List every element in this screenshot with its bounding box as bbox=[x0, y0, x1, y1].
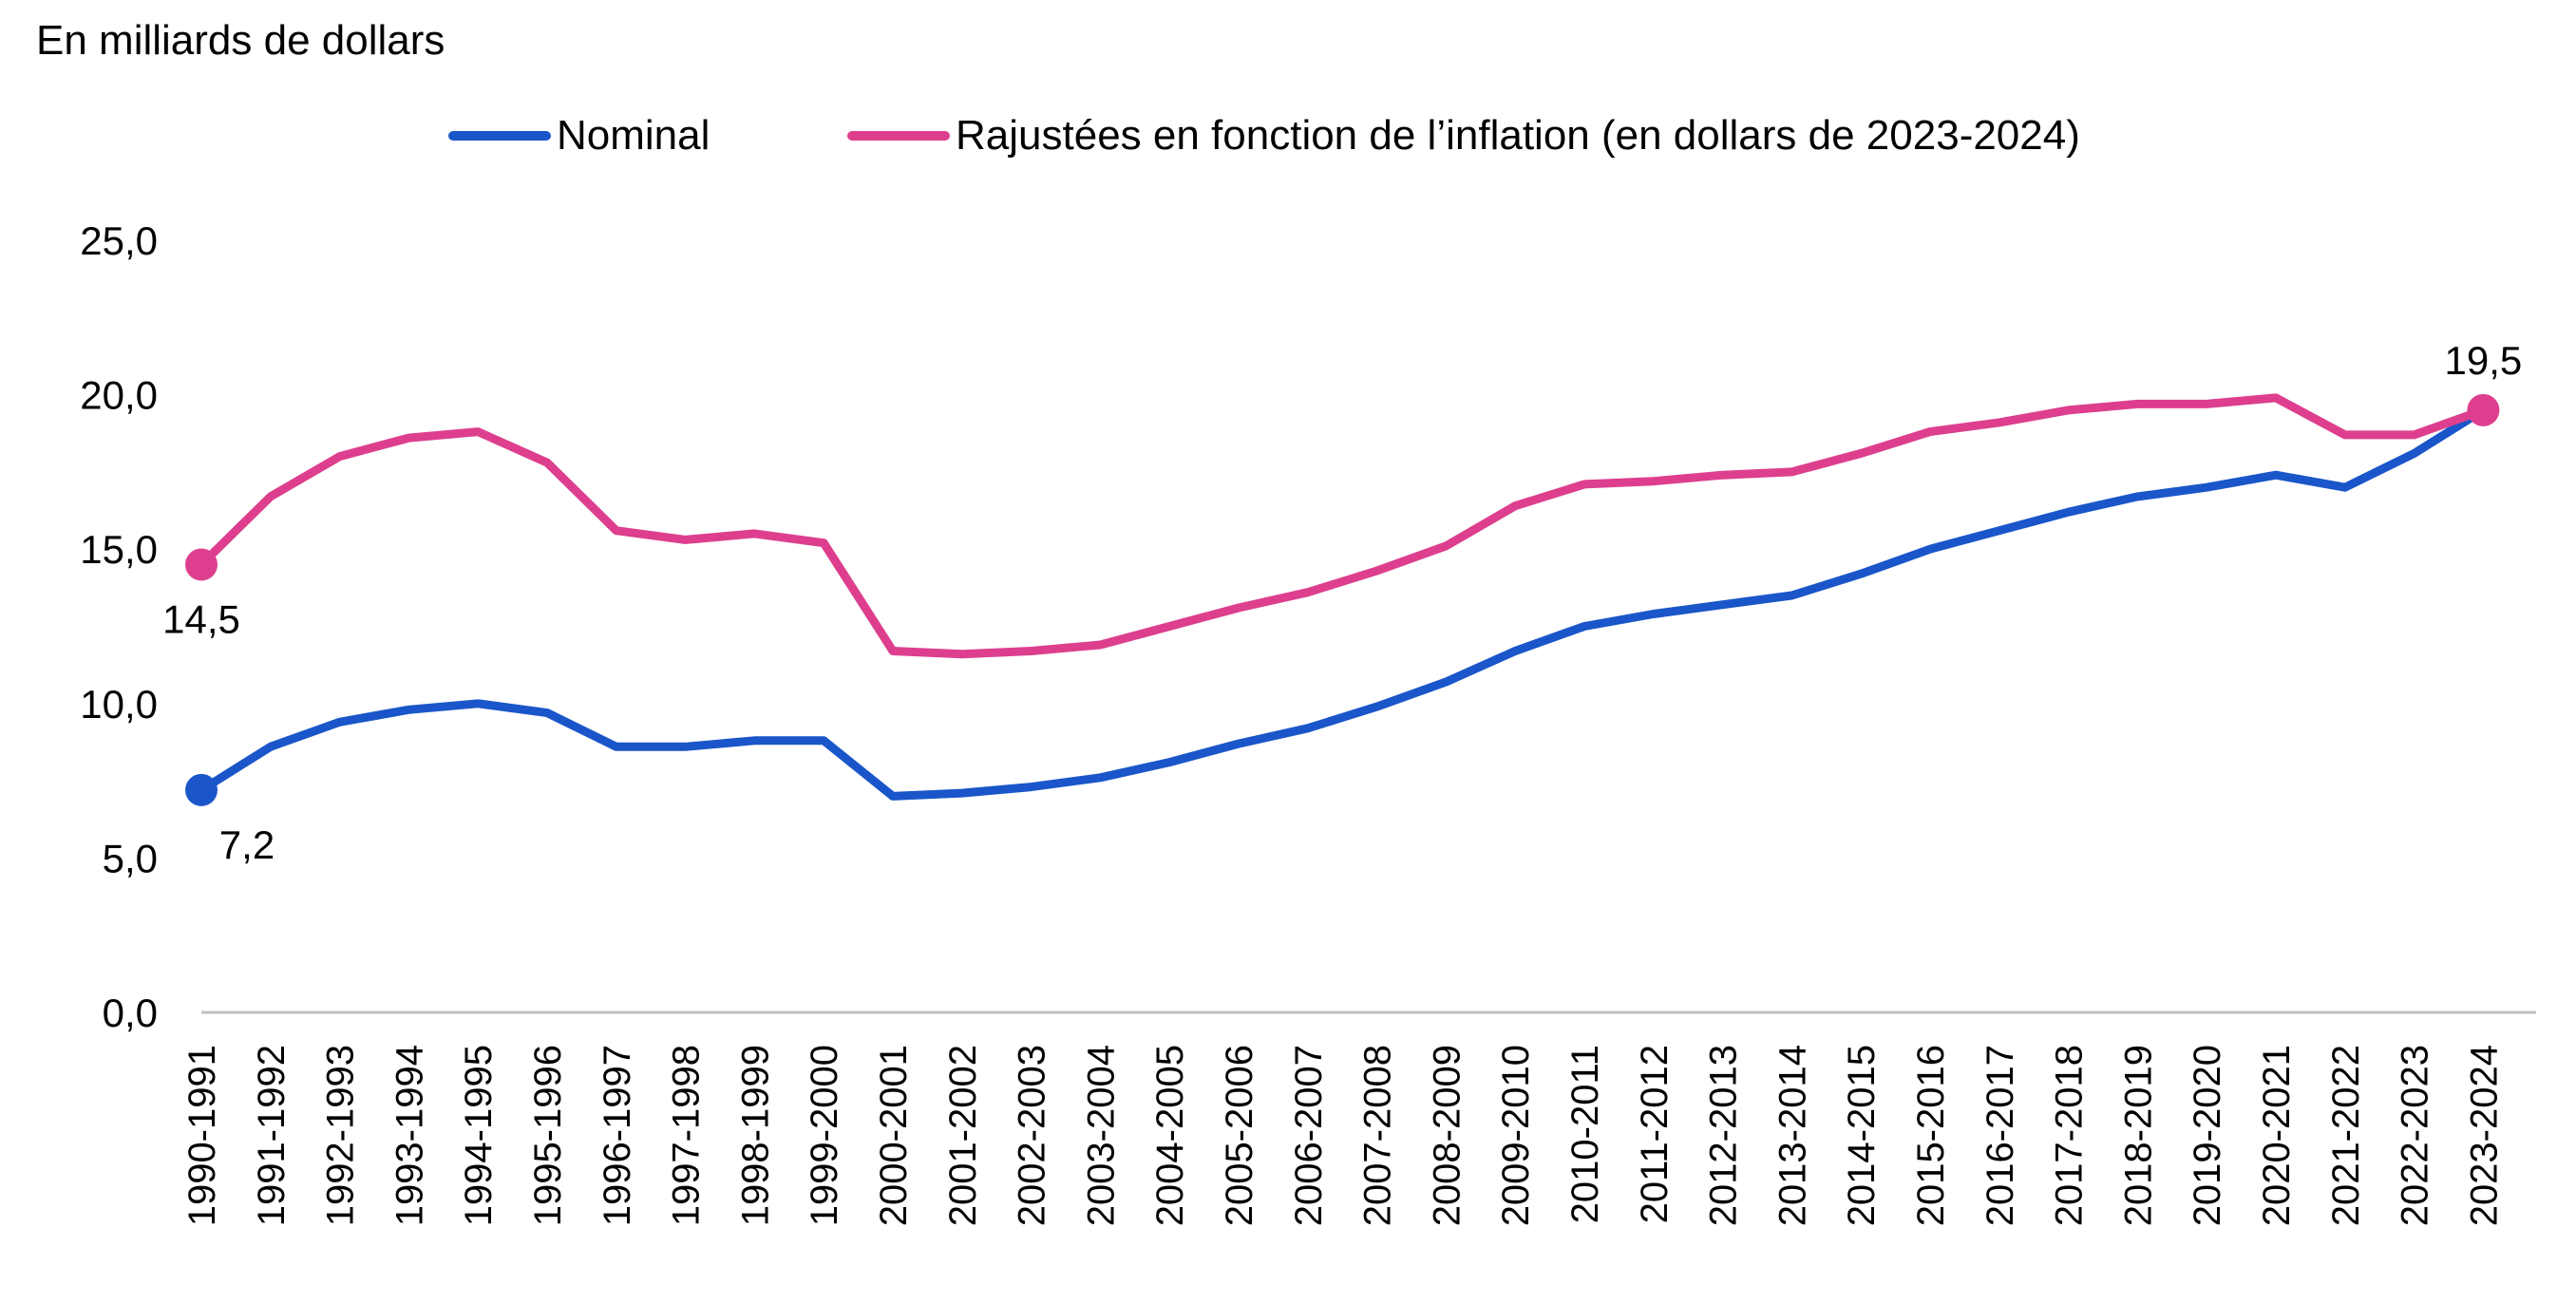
x-tick-label: 2021-2022 bbox=[2325, 1045, 2367, 1226]
y-tick-label: 5,0 bbox=[103, 836, 158, 880]
x-tick-label: 1990-1991 bbox=[181, 1045, 223, 1226]
x-tick-label: 2017-2018 bbox=[2049, 1045, 2091, 1226]
x-tick-label: 1997-1998 bbox=[666, 1045, 708, 1226]
x-tick-label: 1994-1995 bbox=[458, 1045, 500, 1226]
series-line-nominal bbox=[197, 406, 2488, 801]
data-label: 7,2 bbox=[219, 822, 275, 867]
x-tick-label: 2012-2013 bbox=[1703, 1045, 1745, 1226]
x-tick-label: 2023-2024 bbox=[2463, 1045, 2505, 1226]
legend-swatch-real bbox=[847, 131, 950, 141]
y-tick-label: 10,0 bbox=[80, 682, 158, 727]
legend-item-nominal: Nominal bbox=[448, 112, 710, 160]
x-tick-label: 2016-2017 bbox=[1979, 1045, 2021, 1226]
x-tick-label: 1991-1992 bbox=[251, 1045, 293, 1226]
legend-item-real: Rajustées en fonction de l’inflation (en… bbox=[847, 112, 2080, 160]
x-tick-label: 2015-2016 bbox=[1910, 1045, 1952, 1226]
series-line-real bbox=[197, 393, 2488, 659]
data-point-real bbox=[185, 548, 218, 581]
x-tick-label: 2005-2006 bbox=[1219, 1045, 1260, 1226]
x-tick-label: 2011-2012 bbox=[1634, 1045, 1676, 1223]
x-tick-label: 2000-2001 bbox=[873, 1045, 915, 1226]
x-tick-label: 2007-2008 bbox=[1357, 1045, 1399, 1226]
x-tick-label: 1992-1993 bbox=[320, 1045, 362, 1226]
data-label: 19,5 bbox=[2445, 338, 2523, 383]
data-point-nominal bbox=[185, 773, 218, 806]
x-tick-label: 1998-1999 bbox=[734, 1045, 776, 1226]
data-label: 14,5 bbox=[162, 596, 240, 641]
x-tick-label: 2006-2007 bbox=[1288, 1045, 1330, 1226]
legend-label-nominal: Nominal bbox=[557, 112, 710, 159]
x-tick-label: 1993-1994 bbox=[388, 1045, 430, 1226]
y-axis-unit-label: En milliards de dollars bbox=[36, 17, 445, 64]
x-tick-label: 2020-2021 bbox=[2256, 1045, 2298, 1226]
x-tick-label: 1999-2000 bbox=[804, 1045, 845, 1226]
y-tick-label: 20,0 bbox=[80, 373, 158, 418]
x-tick-label: 2009-2010 bbox=[1495, 1045, 1537, 1226]
x-tick-label: 1996-1997 bbox=[597, 1045, 638, 1226]
x-tick-label: 2013-2014 bbox=[1771, 1045, 1813, 1226]
legend: Nominal Rajustées en fonction de l’infla… bbox=[0, 112, 2576, 179]
x-tick-label: 1995-1996 bbox=[527, 1045, 569, 1226]
x-tick-label: 2010-2011 bbox=[1564, 1045, 1606, 1223]
x-tick-label: 2004-2005 bbox=[1149, 1045, 1191, 1226]
legend-label-real: Rajustées en fonction de l’inflation (en… bbox=[956, 112, 2080, 159]
x-tick-label: 2003-2004 bbox=[1080, 1045, 1122, 1226]
x-tick-label: 2018-2019 bbox=[2117, 1045, 2159, 1226]
y-tick-label: 0,0 bbox=[103, 991, 158, 1035]
x-tick-label: 2014-2015 bbox=[1841, 1045, 1883, 1226]
data-point-real bbox=[2467, 393, 2500, 426]
x-tick-label: 2008-2009 bbox=[1426, 1045, 1468, 1226]
x-tick-label: 2002-2003 bbox=[1012, 1045, 1053, 1226]
legend-swatch-nominal bbox=[448, 131, 551, 141]
x-tick-label: 2022-2023 bbox=[2395, 1045, 2436, 1226]
x-tick-label: 2019-2020 bbox=[2187, 1045, 2228, 1226]
y-tick-label: 25,0 bbox=[80, 218, 158, 263]
y-tick-label: 15,0 bbox=[80, 527, 158, 572]
x-tick-label: 2001-2002 bbox=[942, 1045, 984, 1226]
